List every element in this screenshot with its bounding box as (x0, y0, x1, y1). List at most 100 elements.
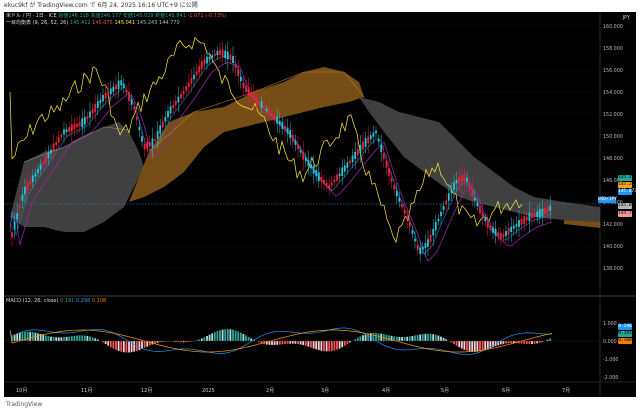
macd-legend: MACD (12, 26, close) 0.191 0.298 0.108 (6, 298, 106, 305)
candle-body (312, 165, 315, 174)
macd-histogram-bar (460, 341, 463, 349)
legend-symbol-row: 米ドル / 円 · 1日 · ICE 始値146.118 高値146.177 安… (6, 13, 227, 20)
macd-histogram-bar (271, 341, 273, 345)
macd-histogram-bar (234, 330, 237, 341)
candle-body (421, 246, 424, 250)
candle-body (29, 180, 32, 185)
candle-body (226, 51, 229, 60)
macd-histogram-bar (39, 334, 42, 341)
candle-body (382, 153, 385, 160)
macd-histogram-bar (213, 332, 216, 341)
macd-histogram-bar (346, 341, 349, 345)
candle-body (336, 174, 338, 181)
candle-body (39, 164, 42, 170)
candle-body (239, 76, 242, 82)
macd-histogram-bar (161, 341, 164, 342)
price-chart[interactable]: 160.000 158.000 156.000 154.000 152.000 150.0… (4, 12, 636, 397)
ichimoku-value: 144.770 (159, 20, 180, 26)
chart-canvas[interactable]: 160.000 158.000 156.000 154.000 152.000 150.0… (4, 12, 636, 397)
candle-body (518, 220, 520, 228)
candle-body (286, 127, 289, 134)
candle-body (154, 138, 156, 142)
candle-body (68, 127, 71, 132)
macd-histogram-bar (50, 336, 52, 341)
candle-body (544, 208, 546, 215)
candle-body (375, 130, 377, 134)
candle-body (492, 227, 494, 233)
candle-body (258, 100, 260, 104)
macd-histogram-bar (185, 341, 188, 343)
macd-histogram-bar (367, 333, 370, 341)
candle-body (115, 84, 117, 90)
macd-histogram-bar (260, 341, 263, 344)
macd-histogram-bar (200, 338, 203, 341)
macd-histogram-bar (427, 333, 429, 341)
price-tick-label: 146.000 (603, 178, 623, 184)
candle-body (81, 118, 84, 128)
macd-histogram-bar (523, 341, 526, 344)
macd-histogram-bar (549, 338, 552, 341)
candle-body (294, 140, 297, 145)
candle-body (31, 175, 34, 183)
macd-histogram-bar (102, 341, 104, 343)
macd-histogram-bar (177, 341, 180, 343)
macd-histogram-bar (94, 338, 97, 341)
candle-body (182, 91, 185, 95)
macd-histogram-bar (70, 336, 73, 341)
candle-body (42, 161, 45, 165)
macd-histogram-bar (37, 333, 39, 341)
macd-histogram-bar (437, 335, 440, 341)
candle-body (523, 216, 526, 225)
candle-body (541, 208, 544, 217)
candle-body (73, 123, 76, 130)
candle-body (276, 116, 279, 124)
candle-body (187, 82, 190, 87)
macd-histogram-bar (458, 341, 461, 348)
kumo-cloud-bearish (359, 97, 600, 222)
candle-body (455, 180, 458, 184)
macd-histogram-bar (195, 340, 198, 341)
macd-histogram-bar (538, 341, 541, 343)
macd-histogram-bar (393, 336, 396, 341)
macd-histogram-bar (429, 333, 432, 341)
macd-histogram-bar (91, 337, 94, 341)
macd-histogram-bar (419, 334, 422, 341)
attribution-bar: ekuc9kf が TradingView.com で 6月 24, 2025 … (0, 0, 640, 12)
macd-title: MACD (12, 26, close) (6, 298, 59, 304)
candle-body (479, 205, 481, 214)
candle-body (120, 80, 123, 86)
macd-histogram-bar (453, 341, 455, 345)
candle-body (125, 89, 128, 93)
macd-histogram-bar (226, 329, 229, 341)
candle-body (362, 141, 364, 150)
macd-histogram-bar (349, 341, 351, 343)
candle-body (502, 234, 505, 238)
candle-body (401, 204, 403, 208)
candle-body (57, 137, 60, 143)
macd-histogram-bar (156, 341, 159, 343)
time-tick-label: 11月 (81, 388, 92, 394)
macd-line (9, 327, 553, 355)
candle-body (190, 78, 193, 84)
candle-body (453, 182, 455, 190)
macd-histogram-bar (424, 333, 427, 341)
macd-histogram-bar (83, 335, 86, 341)
macd-histogram-bar (421, 334, 424, 341)
macd-histogram-bar (304, 341, 307, 346)
candle-body (260, 101, 263, 108)
macd-histogram-bar (333, 341, 336, 351)
candle-body (359, 144, 362, 154)
macd-histogram-bar (541, 341, 544, 342)
macd-histogram-bar (310, 341, 312, 348)
macd-histogram-bar (525, 341, 528, 344)
macd-histogram-bar (81, 335, 84, 341)
candle-body (250, 92, 253, 97)
candle-body (278, 120, 281, 125)
macd-histogram-bar (47, 336, 50, 341)
candle-body (380, 144, 383, 153)
macd-tick-label: 1.000 (603, 321, 617, 327)
price-badge: 145.073 (618, 189, 636, 195)
macd-histogram-bar (89, 336, 91, 341)
macd-histogram-bar (479, 341, 481, 352)
macd-histogram-bar (60, 337, 63, 341)
